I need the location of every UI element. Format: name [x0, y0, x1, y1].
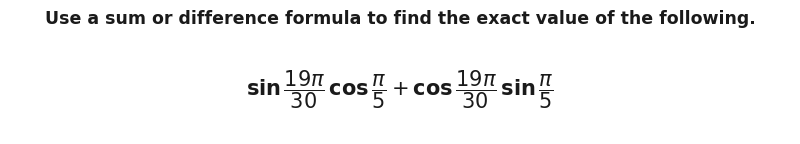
Text: $\mathbf{sin}\,\dfrac{19\pi}{30}\,\mathbf{cos}\,\dfrac{\pi}{5}+\mathbf{cos}\,\df: $\mathbf{sin}\,\dfrac{19\pi}{30}\,\mathb… [246, 68, 554, 111]
Text: Use a sum or difference formula to find the exact value of the following.: Use a sum or difference formula to find … [45, 10, 755, 28]
